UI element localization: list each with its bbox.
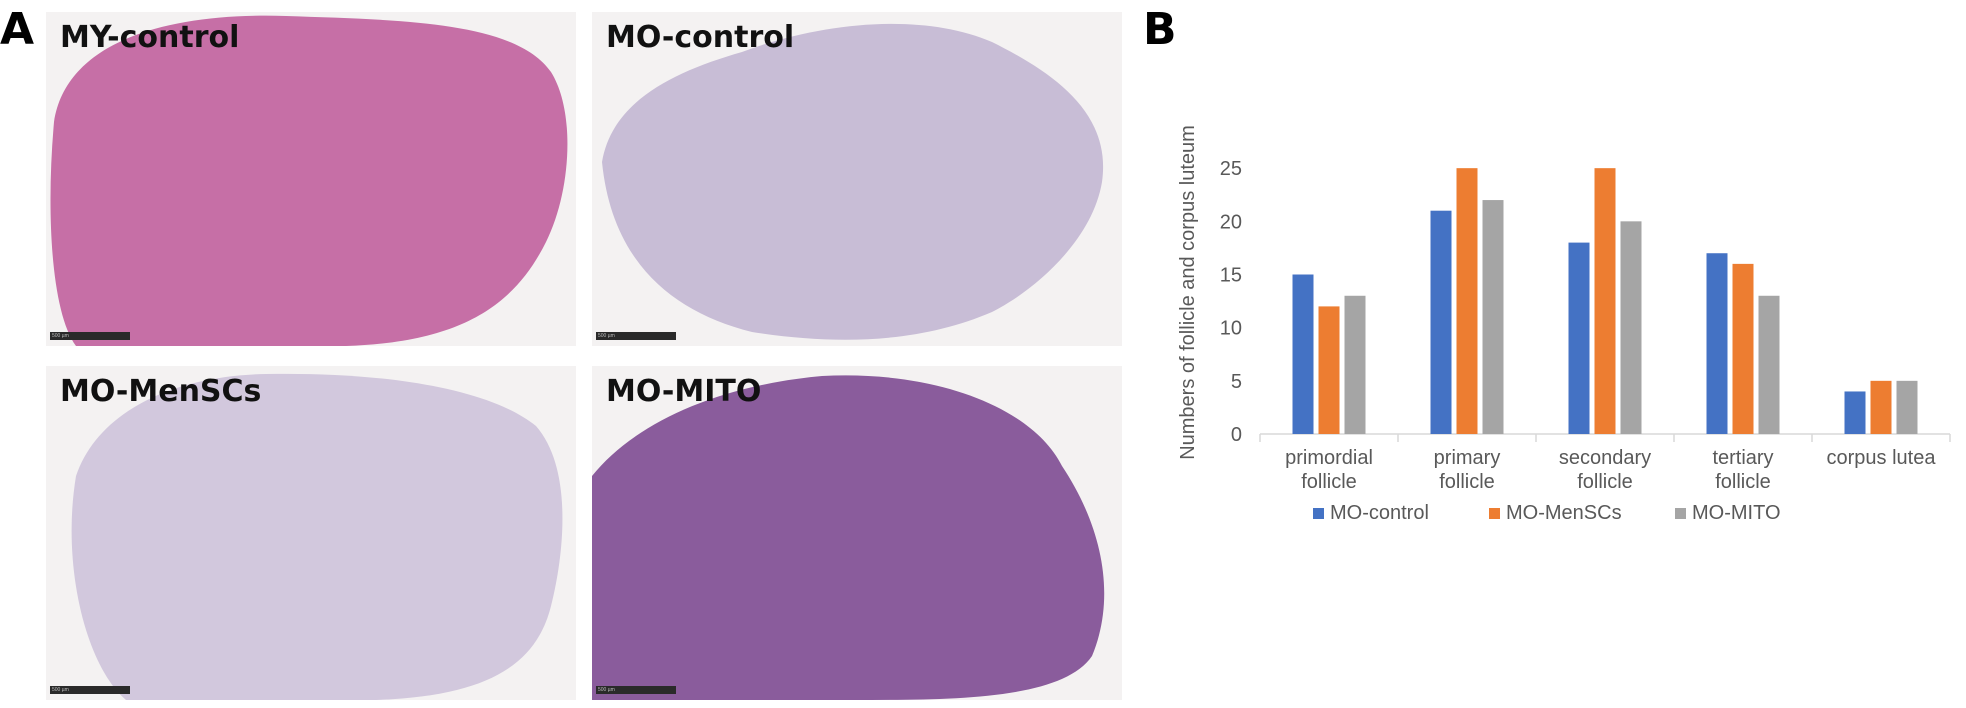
y-tick-label: 5 [1231,371,1242,393]
bar-mo-control [1706,253,1728,434]
panel-b-letter: B [1143,4,1177,55]
y-tick-label: 25 [1220,158,1242,180]
chart-legend: MO-control MO-MenSCs MO-MITO [1313,502,1781,524]
x-tick-label: primordial [1285,447,1373,469]
y-tick-label: 20 [1220,211,1242,233]
x-tick-label: follicle [1301,471,1357,493]
histology-image-mo-mito: MO-MITO 500 µm [592,366,1122,700]
panel-a-letter: A [0,4,35,55]
bar-mo-control [1292,274,1314,434]
y-axis-title: Numbers of follicle and corpus luteum [1177,125,1199,460]
chart-x-labels: primordialfollicleprimaryfollicleseconda… [1285,447,1936,493]
x-tick-label: primary [1434,447,1501,469]
bar-mo-menscs [1456,168,1478,434]
x-tick-label: corpus lutea [1827,447,1937,469]
bar-mo-mito [1620,221,1642,434]
x-tick-label: follicle [1577,471,1633,493]
legend-swatch [1313,508,1324,519]
legend-label: MO-MenSCs [1506,502,1622,524]
x-tick-label: follicle [1439,471,1495,493]
legend-label: MO-control [1330,502,1429,524]
histology-image-my-control: MY-control 500 µm [46,12,576,346]
scale-bar-text: 500 µm [52,687,69,693]
scale-bar-text: 500 µm [52,333,69,339]
bar-mo-mito [1896,380,1918,434]
bar-chart: Numbers of follicle and corpus luteum 0 5 1… [1177,125,1951,524]
y-tick-label: 10 [1220,318,1242,340]
bar-mo-control [1568,242,1590,434]
scale-bar [50,332,130,340]
tile-label: MO-control [606,20,795,55]
x-tick-label: tertiary [1712,447,1773,469]
bar-mo-mito [1344,295,1366,434]
y-tick-label: 15 [1220,265,1242,287]
bar-mo-control [1430,210,1452,434]
bar-mo-menscs [1732,263,1754,434]
scale-bar-text: 500 µm [598,333,615,339]
bar-mo-menscs [1594,168,1616,434]
tile-label: MO-MITO [606,374,762,409]
scale-bar [596,332,676,340]
x-tick-label: follicle [1715,471,1771,493]
chart-bars [1292,168,1918,434]
tile-label: MY-control [60,20,240,55]
legend-swatch [1675,508,1686,519]
histology-image-mo-control: MO-control 500 µm [592,12,1122,346]
tissue-section-shape [592,375,1105,700]
bar-mo-mito [1482,200,1504,434]
scale-bar [50,686,130,694]
bar-mo-control [1844,391,1866,434]
bar-mo-menscs [1318,306,1340,434]
scale-bar [596,686,676,694]
legend-label: MO-MITO [1692,502,1781,524]
histology-image-mo-mencscs: MO-MenSCs 500 µm [46,366,576,700]
scale-bar-text: 500 µm [598,687,615,693]
bar-mo-mito [1758,295,1780,434]
tile-label: MO-MenSCs [60,374,262,409]
legend-swatch [1489,508,1500,519]
x-tick-label: secondary [1559,447,1651,469]
y-tick-label: 0 [1231,424,1242,446]
tissue-section-shape [71,373,563,700]
tissue-section-shape [602,23,1104,340]
y-tick-label: 30 [1220,125,1242,127]
tissue-section-shape [50,15,568,346]
bar-mo-menscs [1870,380,1892,434]
